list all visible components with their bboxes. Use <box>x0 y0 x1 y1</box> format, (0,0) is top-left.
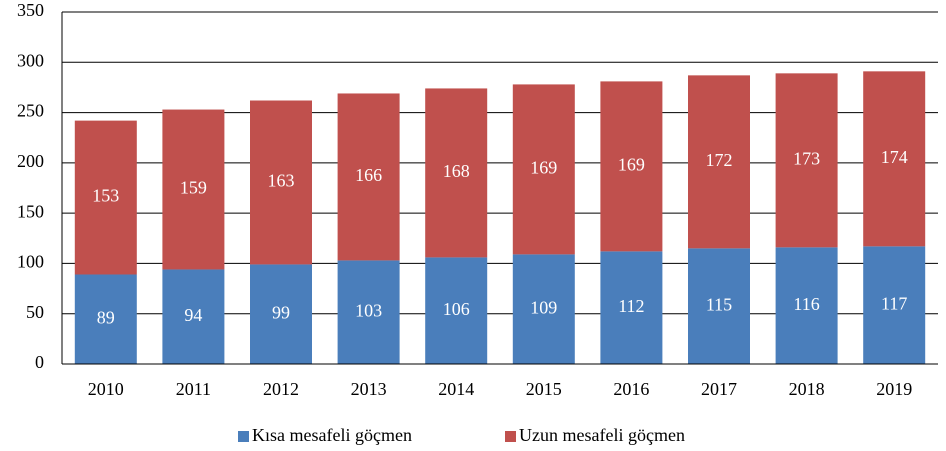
data-label: 103 <box>355 300 382 320</box>
data-label: 117 <box>881 293 907 313</box>
x-tick-label: 2017 <box>701 379 737 399</box>
bar-segment <box>162 269 225 364</box>
data-label: 168 <box>443 161 470 181</box>
x-tick-label: 2012 <box>263 379 299 399</box>
data-label: 112 <box>618 296 644 316</box>
x-tick-label: 2013 <box>351 379 387 399</box>
bar-segment <box>425 88 488 258</box>
bar-segment <box>337 93 400 261</box>
x-tick-label: 2014 <box>438 379 474 399</box>
data-label: 169 <box>618 155 645 175</box>
y-tick-label: 350 <box>17 0 44 20</box>
bar-segment <box>425 257 488 364</box>
bar-segment <box>863 246 926 364</box>
legend-label: Uzun mesafeli göçmen <box>519 425 685 445</box>
data-label: 106 <box>443 299 470 319</box>
y-tick-label: 0 <box>35 352 44 372</box>
legend-swatch <box>238 431 249 442</box>
data-label: 159 <box>180 178 207 198</box>
bar-segment <box>337 260 400 364</box>
data-label: 163 <box>268 171 295 191</box>
y-tick-label: 300 <box>17 50 44 70</box>
bar-segment <box>600 251 663 364</box>
data-label: 109 <box>530 297 557 317</box>
bar-segment <box>512 254 575 364</box>
bar-segment <box>162 109 225 270</box>
data-label: 116 <box>793 294 819 314</box>
x-tick-label: 2018 <box>789 379 825 399</box>
y-tick-label: 200 <box>17 151 44 171</box>
data-label: 99 <box>272 302 290 322</box>
x-tick-label: 2010 <box>88 379 124 399</box>
x-tick-label: 2016 <box>613 379 649 399</box>
data-label: 169 <box>530 158 557 178</box>
data-label: 153 <box>92 186 119 206</box>
bar-segment <box>863 71 926 247</box>
y-tick-label: 150 <box>17 201 44 221</box>
x-tick-label: 2011 <box>176 379 211 399</box>
bar-segment <box>512 84 575 255</box>
bar-segment <box>688 75 750 249</box>
bar-segment <box>688 248 750 364</box>
y-tick-label: 50 <box>26 302 44 322</box>
data-label: 172 <box>706 150 733 170</box>
data-label: 115 <box>706 294 732 314</box>
bar-segment <box>74 274 137 364</box>
bar-segment <box>775 73 838 248</box>
legend-swatch <box>505 431 516 442</box>
bar-segment <box>74 120 137 275</box>
bar-segment <box>600 81 663 252</box>
bar-segment <box>250 264 312 364</box>
y-tick-label: 250 <box>17 101 44 121</box>
x-tick-label: 2015 <box>526 379 562 399</box>
data-label: 173 <box>793 148 820 168</box>
data-label: 174 <box>881 147 908 167</box>
x-tick-label: 2019 <box>876 379 912 399</box>
y-tick-label: 100 <box>17 252 44 272</box>
bar-segment <box>775 247 838 364</box>
bar-segment <box>250 100 312 265</box>
data-label: 89 <box>97 307 115 327</box>
legend-label: Kısa mesafeli göçmen <box>252 425 412 445</box>
data-label: 166 <box>355 165 382 185</box>
data-label: 94 <box>184 305 202 325</box>
